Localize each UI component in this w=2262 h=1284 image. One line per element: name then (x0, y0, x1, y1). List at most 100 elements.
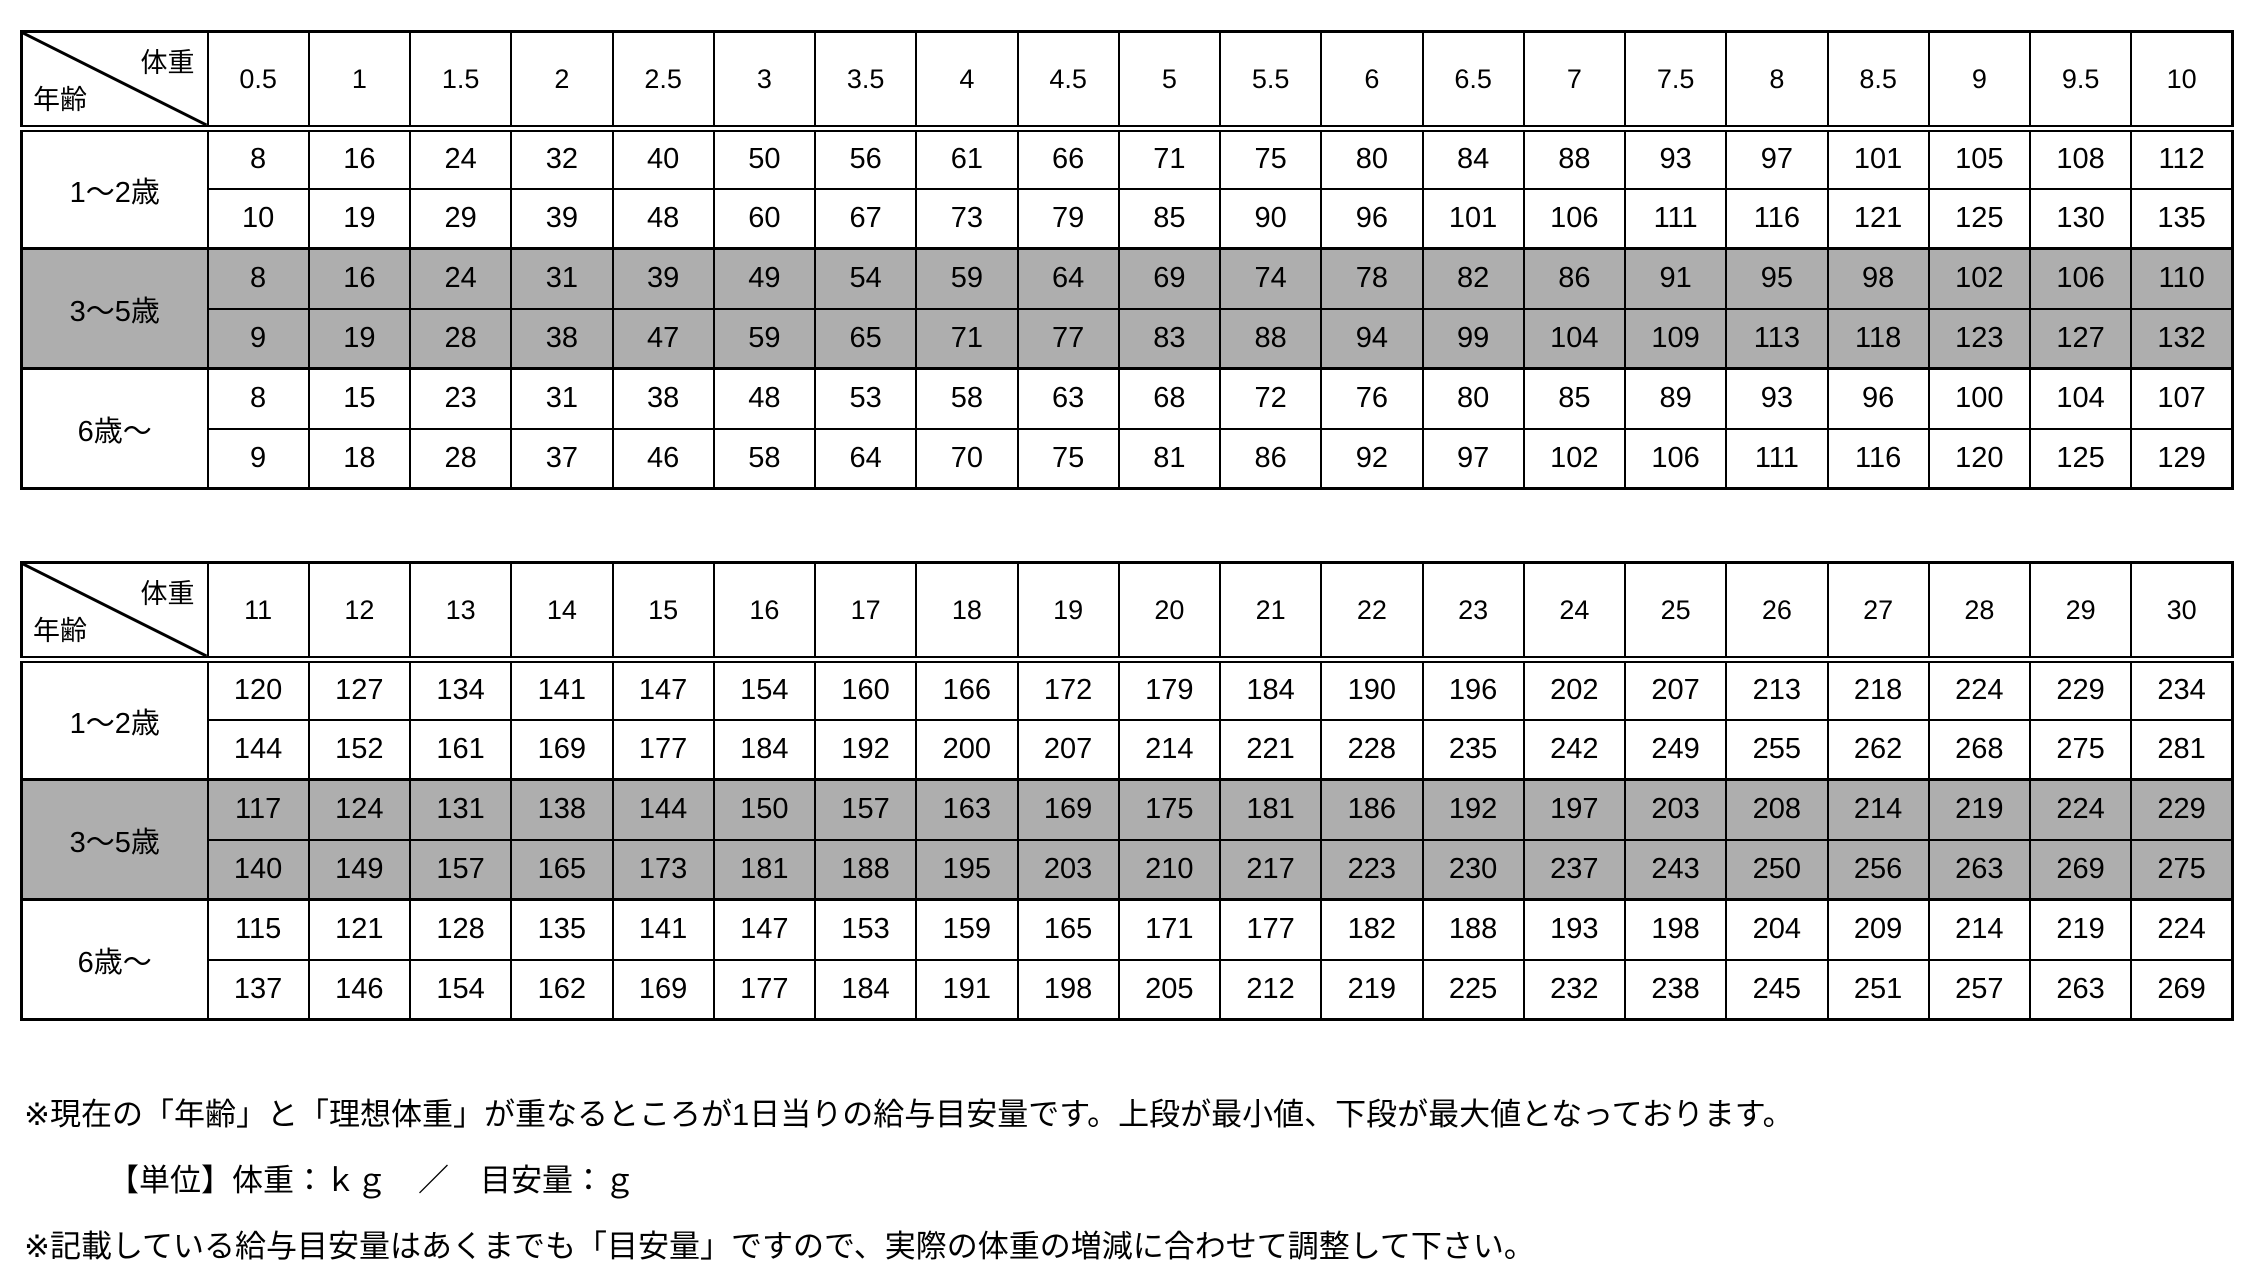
amount-max-cell: 200 (915, 718, 1019, 781)
amount-max-cell: 28 (408, 427, 513, 490)
amount-max-cell: 214 (1117, 718, 1222, 781)
weight-header-cell: 24 (1522, 561, 1627, 663)
amount-min-cell: 63 (1016, 367, 1120, 430)
amount-min-cell: 224 (2130, 898, 2234, 961)
amount-min-cell: 219 (1927, 778, 2032, 841)
amount-min-cell: 234 (2130, 658, 2234, 721)
amount-min-cell: 91 (1623, 247, 1728, 310)
weight-header-cell: 18 (915, 561, 1019, 663)
age-label-cell: 6歳〜 (20, 367, 209, 490)
amount-min-cell: 59 (915, 247, 1019, 310)
amount-max-cell: 181 (712, 838, 817, 901)
amount-max-cell: 79 (1016, 187, 1120, 250)
min-amount-row: 3〜5歳 117 124 131 138 144 150 157 163 169 175 181 186… (20, 778, 2234, 901)
weight-header-cell: 2.5 (611, 30, 715, 132)
amount-min-cell: 56 (813, 127, 918, 190)
amount-max-cell: 242 (1522, 718, 1627, 781)
amount-min-cell: 50 (712, 127, 817, 190)
amount-max-cell: 152 (307, 718, 412, 781)
amount-min-cell: 214 (1826, 778, 1930, 841)
amount-max-cell: 38 (510, 307, 614, 370)
weight-header-cell: 12 (307, 561, 412, 663)
amount-max-cell: 238 (1623, 958, 1728, 1021)
age-label-cell: 3〜5歳 (20, 778, 209, 901)
amount-min-cell: 141 (510, 658, 614, 721)
weight-header-cell: 7 (1522, 30, 1627, 132)
amount-max-cell: 77 (1016, 307, 1120, 370)
amount-min-cell: 54 (813, 247, 918, 310)
amount-min-cell: 68 (1117, 367, 1222, 430)
amount-max-cell: 154 (408, 958, 513, 1021)
amount-min-cell: 186 (1320, 778, 1424, 841)
amount-min-cell: 184 (1218, 658, 1323, 721)
amount-min-cell: 107 (2130, 367, 2234, 430)
amount-min-cell: 134 (408, 658, 513, 721)
amount-max-cell: 116 (1826, 427, 1930, 490)
amount-max-cell: 268 (1927, 718, 2032, 781)
amount-max-cell: 86 (1218, 427, 1323, 490)
amount-min-cell: 197 (1522, 778, 1627, 841)
amount-min-cell: 110 (2130, 247, 2234, 310)
amount-max-cell: 191 (915, 958, 1019, 1021)
amount-min-cell: 181 (1218, 778, 1323, 841)
amount-min-cell: 95 (1725, 247, 1829, 310)
amount-max-cell: 65 (813, 307, 918, 370)
amount-max-cell: 184 (712, 718, 817, 781)
weight-header-cell: 5.5 (1218, 30, 1323, 132)
amount-min-cell: 102 (1927, 247, 2032, 310)
amount-min-cell: 72 (1218, 367, 1323, 430)
max-amount-row: 9 18 28 37 46 58 64 70 75 81 86 92 97 102 106 111 116 120… (22, 427, 2234, 490)
amount-min-cell: 64 (1016, 247, 1120, 310)
amount-max-cell: 281 (2130, 718, 2234, 781)
amount-max-cell: 58 (712, 427, 817, 490)
amount-min-cell: 204 (1725, 898, 1829, 961)
amount-max-cell: 177 (712, 958, 817, 1021)
amount-min-cell: 177 (1218, 898, 1323, 961)
amount-min-cell: 120 (206, 658, 310, 721)
amount-max-cell: 228 (1320, 718, 1424, 781)
amount-max-cell: 106 (1522, 187, 1627, 250)
amount-max-cell: 97 (1421, 427, 1525, 490)
footnotes: ※現在の「年齢」と「理想体重」が重なるところが1日当りの給与目安量です。上段が最… (24, 1082, 1794, 1280)
amount-min-cell: 124 (307, 778, 412, 841)
amount-min-cell: 157 (813, 778, 918, 841)
amount-max-cell: 255 (1725, 718, 1829, 781)
amount-max-cell: 192 (813, 718, 918, 781)
weight-header-cell: 14 (510, 561, 614, 663)
amount-min-cell: 93 (1623, 127, 1728, 190)
amount-min-cell: 224 (1927, 658, 2032, 721)
amount-max-cell: 137 (206, 958, 310, 1021)
amount-min-cell: 80 (1421, 367, 1525, 430)
amount-min-cell: 229 (2130, 778, 2234, 841)
amount-max-cell: 67 (813, 187, 918, 250)
amount-min-cell: 198 (1623, 898, 1728, 961)
amount-max-cell: 212 (1218, 958, 1323, 1021)
amount-min-cell: 163 (915, 778, 1019, 841)
weight-header-cell: 30 (2130, 561, 2234, 663)
amount-max-cell: 92 (1320, 427, 1424, 490)
min-amount-row: 1〜2歳 120 127 134 141 147 154 160 166 172 179 184 190… (20, 658, 2234, 781)
amount-min-cell: 169 (1016, 778, 1120, 841)
amount-min-cell: 98 (1826, 247, 1930, 310)
amount-min-cell: 182 (1320, 898, 1424, 961)
amount-min-cell: 16 (307, 127, 412, 190)
amount-min-cell: 40 (611, 127, 715, 190)
amount-max-cell: 263 (1927, 838, 2032, 901)
amount-max-cell: 135 (2130, 187, 2234, 250)
amount-min-cell: 192 (1421, 778, 1525, 841)
weight-header-cell: 22 (1320, 561, 1424, 663)
amount-max-cell: 113 (1725, 307, 1829, 370)
amount-max-cell: 111 (1725, 427, 1829, 490)
weight-header-cell: 21 (1218, 561, 1323, 663)
amount-min-cell: 76 (1320, 367, 1424, 430)
amount-max-cell: 99 (1421, 307, 1525, 370)
amount-max-cell: 96 (1320, 187, 1424, 250)
age-label-cell: 6歳〜 (20, 898, 209, 1021)
amount-max-cell: 18 (307, 427, 412, 490)
max-amount-row: 140 149 157 165 173 181 188 195 203 210 217 223 230 2… (22, 838, 2234, 901)
amount-min-cell: 105 (1927, 127, 2032, 190)
amount-min-cell: 207 (1623, 658, 1728, 721)
weight-header-cell: 11 (206, 561, 310, 663)
amount-min-cell: 8 (206, 127, 310, 190)
amount-min-cell: 48 (712, 367, 817, 430)
